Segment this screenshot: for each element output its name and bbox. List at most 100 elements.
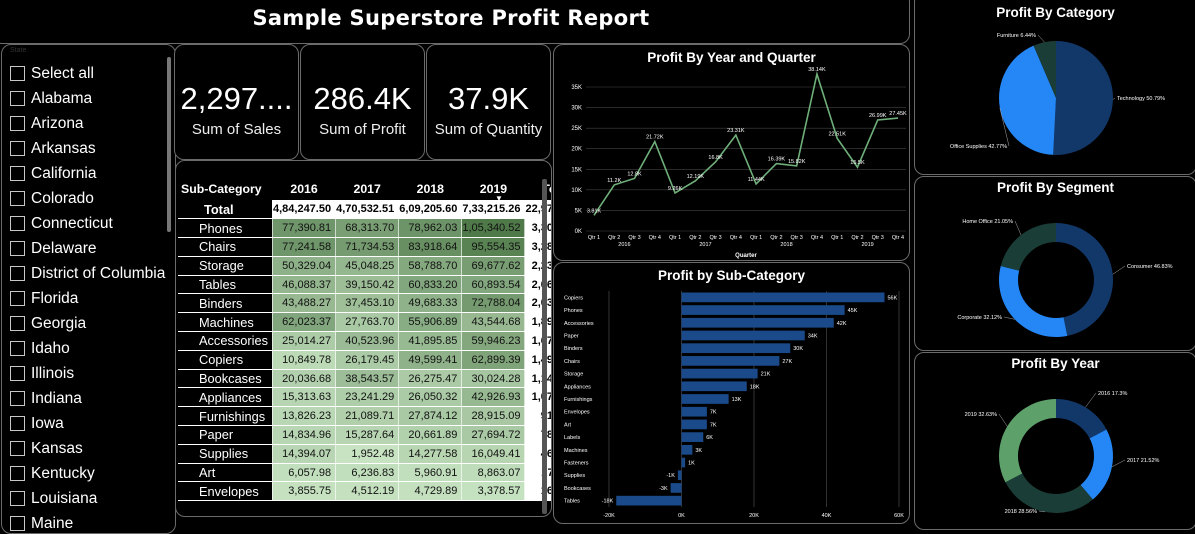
table-row[interactable]: Storage 50,329.04 45,048.25 58,788.70 69,677…	[178, 256, 551, 276]
checkbox[interactable]	[10, 516, 25, 531]
bar-fasteners[interactable]	[681, 457, 686, 468]
table-row[interactable]: Tables 46,088.37 39,150.42 60,833.20 60,893.…	[178, 275, 551, 295]
table-row[interactable]: Supplies 14,394.07 1,952.48 14,277.58 16,049…	[178, 444, 551, 464]
slicer-item-alabama[interactable]: Alabama	[10, 86, 165, 111]
slicer-item-idaho[interactable]: Idaho	[10, 336, 165, 361]
table-row[interactable]: Copiers 10,849.78 26,179.45 49,599.41 62,899…	[178, 350, 551, 370]
slicer-item-delaware[interactable]: Delaware	[10, 236, 165, 261]
cell-value: 2,03,412.7	[524, 293, 551, 314]
slicer-item-louisiana[interactable]: Louisiana	[10, 486, 165, 511]
slice-home[interactable]	[1000, 223, 1056, 271]
table-row[interactable]: Bookcases 20,036.68 38,543.57 26,275.47 30,0…	[178, 369, 551, 389]
slicer-item-maine[interactable]: Maine	[10, 511, 165, 533]
bar-phones[interactable]	[681, 305, 845, 315]
bar-bookcases[interactable]	[670, 483, 682, 493]
bar-accessories[interactable]	[681, 317, 834, 328]
slice-2017[interactable]	[1080, 429, 1113, 500]
bar-appliances[interactable]	[681, 381, 747, 392]
table-row[interactable]: Art6,057.986,236.835,960.918,863.0727,11…	[178, 463, 551, 483]
slicer-item-florida[interactable]: Florida	[10, 286, 165, 311]
checkbox[interactable]	[10, 216, 25, 231]
table-row[interactable]: Paper 14,834.96 15,287.64 20,661.89 27,694.7…	[178, 425, 551, 445]
matrix-header-2017[interactable]: 2017	[353, 182, 381, 196]
slicer-item-iowa[interactable]: Iowa	[10, 411, 165, 436]
slicer-item-illinois[interactable]: Illinois	[10, 361, 165, 386]
bar-tables[interactable]	[616, 495, 682, 506]
slicer-item-kentucky[interactable]: Kentucky	[10, 461, 165, 486]
data-label: 6K	[706, 435, 713, 441]
matrix-scrollbar[interactable]	[542, 179, 547, 514]
checkbox[interactable]	[10, 391, 25, 406]
table-row[interactable]: Chairs 77,241.58 71,734.53 83,918.64 95,554.…	[178, 237, 551, 257]
checkbox[interactable]	[10, 441, 25, 456]
slicer-item-arkansas[interactable]: Arkansas	[10, 136, 165, 161]
table-row[interactable]: Appliances 15,313.63 23,241.29 26,050.32 42,…	[178, 387, 551, 408]
table-row[interactable]: Furnishings 13,826.23 21,089.71 27,874.12 28…	[178, 406, 551, 427]
bar-machines[interactable]	[681, 444, 693, 455]
checkbox[interactable]	[10, 466, 25, 481]
slicer-item-connecticut[interactable]: Connecticut	[10, 211, 165, 236]
slicer-scrollbar[interactable]	[167, 57, 171, 232]
row-label: Tables	[178, 275, 273, 295]
matrix-header-2019[interactable]: 2019	[479, 182, 508, 196]
bar-labels[interactable]	[681, 432, 704, 442]
table-row[interactable]: Accessories 25,014.27 40,523.96 41,895.85 59…	[178, 331, 551, 351]
table-row[interactable]: Phones 77,390.81 68,313.70 78,962.03 1,05,34…	[178, 218, 551, 239]
bar-binders[interactable]	[681, 343, 791, 354]
slicer-item-colorado[interactable]: Colorado	[10, 186, 165, 211]
checkbox[interactable]	[10, 266, 25, 281]
matrix-header-2016[interactable]: 2016	[290, 182, 318, 196]
checkbox[interactable]	[10, 191, 25, 206]
matrix-header-subcategory[interactable]: Sub-Category	[181, 182, 262, 196]
checkbox[interactable]	[10, 66, 25, 81]
bar-chairs[interactable]	[681, 356, 780, 366]
checkbox[interactable]	[10, 366, 25, 381]
matrix-header-total[interactable]: Total	[525, 178, 551, 200]
subcategory-matrix[interactable]: Sub-Category 2016 2017 2018 2019 Total T…	[175, 160, 552, 517]
slicer-item-district-of-columbia[interactable]: District of Columbia	[10, 261, 165, 286]
slicer-item-select-all[interactable]: Select all	[10, 61, 165, 86]
bar-art[interactable]	[681, 419, 707, 430]
checkbox[interactable]	[10, 416, 25, 431]
checkbox[interactable]	[10, 141, 25, 156]
matrix-header-2018[interactable]: 2018	[416, 182, 444, 196]
bar-supplies[interactable]	[677, 470, 682, 481]
bar-envelopes[interactable]	[681, 406, 707, 417]
cell-value: 14,394.07	[272, 444, 337, 464]
slicer-item-indiana[interactable]: Indiana	[10, 386, 165, 411]
table-row[interactable]: Binders 43,488.27 37,453.10 49,683.33 72,788…	[178, 293, 551, 314]
data-label: 7K	[710, 422, 717, 428]
slice-corporate[interactable]	[999, 265, 1068, 337]
slice-2019[interactable]	[999, 399, 1056, 483]
x-tick-label: 60K	[894, 513, 904, 519]
bar-furnishings[interactable]	[681, 394, 729, 404]
cell-value: 2,06,965.5	[524, 275, 551, 295]
checkbox[interactable]	[10, 166, 25, 181]
slicer-item-kansas[interactable]: Kansas	[10, 436, 165, 461]
checkbox[interactable]	[10, 316, 25, 331]
checkbox[interactable]	[10, 91, 25, 106]
checkbox[interactable]	[10, 491, 25, 506]
bar-paper[interactable]	[681, 330, 805, 341]
table-row[interactable]: Envelopes 3,855.75 4,512.19 4,729.89 3,378.5…	[178, 481, 551, 502]
slice-furniture[interactable]	[1033, 41, 1056, 98]
bar-storage[interactable]	[681, 368, 758, 379]
slicer-item-arizona[interactable]: Arizona	[10, 111, 165, 136]
x-tick-label: Qtr 3	[628, 235, 640, 241]
data-label: 15.82K	[788, 159, 806, 165]
slicer-item-california[interactable]: California	[10, 161, 165, 186]
slice-2016[interactable]	[1056, 399, 1107, 439]
slice-technology[interactable]	[1053, 41, 1113, 155]
slice-2018[interactable]	[1005, 473, 1093, 513]
checkbox[interactable]	[10, 241, 25, 256]
slice-office[interactable]	[999, 45, 1056, 155]
checkbox[interactable]	[10, 291, 25, 306]
checkbox[interactable]	[10, 116, 25, 131]
matrix-table: Sub-Category 2016 2017 2018 2019 Total T…	[178, 178, 551, 502]
state-slicer[interactable]: State Select all Alabama Arizona Arkansas Ca…	[1, 44, 176, 534]
bar-copiers[interactable]	[681, 292, 885, 303]
slice-consumer[interactable]	[1056, 223, 1113, 336]
checkbox[interactable]	[10, 341, 25, 356]
slicer-item-georgia[interactable]: Georgia	[10, 311, 165, 336]
table-row[interactable]: Machines 62,023.37 27,763.70 55,906.89 43,54…	[178, 312, 551, 333]
